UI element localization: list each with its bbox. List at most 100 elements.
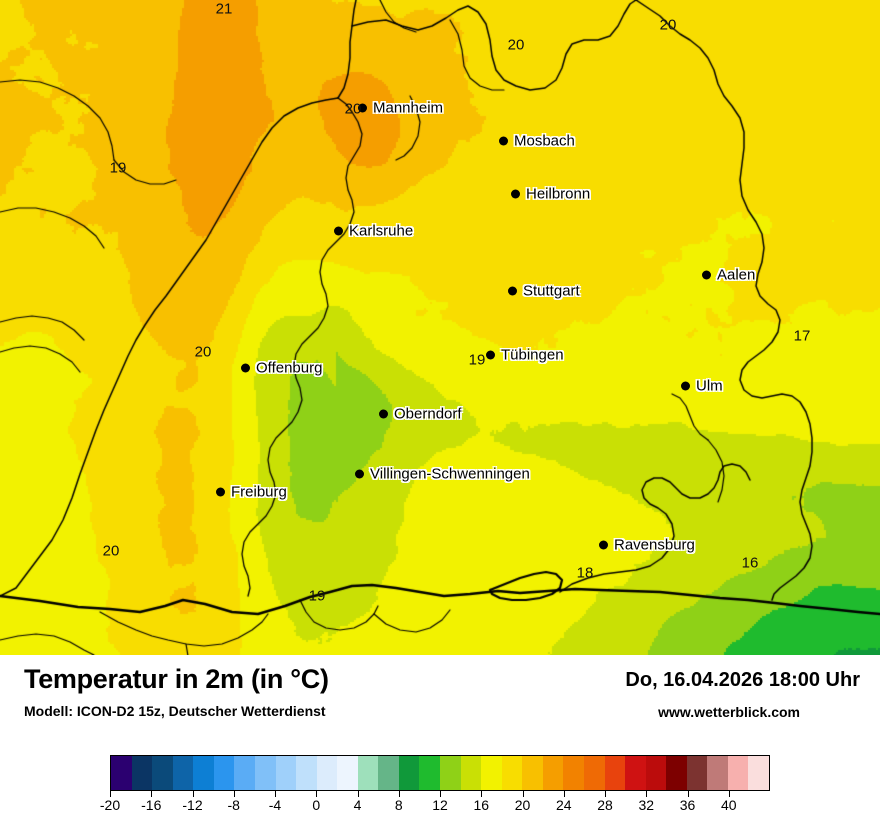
colorbar-tick bbox=[192, 791, 194, 797]
colorbar-tick bbox=[687, 791, 689, 797]
website-label: www.wetterblick.com bbox=[658, 704, 800, 720]
colorbar-tick bbox=[110, 791, 111, 797]
colorbar-swatch bbox=[686, 756, 708, 790]
colorbar-swatch bbox=[254, 756, 276, 790]
colorbar-tick-label: -4 bbox=[268, 797, 282, 813]
colorbar-swatch bbox=[748, 756, 769, 790]
city-marker: Aalen bbox=[702, 267, 755, 284]
city-marker: Mosbach bbox=[499, 133, 575, 150]
colorbar-swatch bbox=[604, 756, 626, 790]
colorbar-swatch bbox=[460, 756, 482, 790]
city-label: Mosbach bbox=[514, 132, 575, 150]
page-title: Temperatur in 2m (in °C) bbox=[24, 664, 329, 694]
city-label: Karlsruhe bbox=[349, 222, 414, 240]
colorbar-swatch bbox=[666, 756, 687, 790]
colorbar-tick-label: 4 bbox=[353, 797, 362, 813]
colorbar-tick bbox=[646, 791, 648, 797]
colorbar-tick-label: -20 bbox=[99, 797, 121, 813]
city-label: Ravensburg bbox=[614, 536, 695, 554]
isotherm-value-label: 21 bbox=[215, 0, 233, 18]
isotherm-value-label: 19 bbox=[468, 351, 486, 369]
colorbar-tick-label: 12 bbox=[432, 797, 448, 813]
city-label: Villingen-Schwenningen bbox=[370, 465, 530, 483]
map-label-overlay: Mannheim Mosbach Heilbronn Karlsruhe Aalen St… bbox=[102, 0, 811, 605]
colorbar-swatch bbox=[357, 756, 379, 790]
colorbar-swatch bbox=[213, 756, 235, 790]
colorbar-tick bbox=[481, 791, 483, 797]
city-label: Aalen bbox=[717, 266, 756, 284]
colorbar-tick bbox=[316, 791, 318, 797]
colorbar-tick bbox=[728, 791, 730, 797]
city-label: Freiburg bbox=[231, 483, 287, 501]
city-marker: Tübingen bbox=[486, 347, 564, 364]
colorbar-swatch bbox=[501, 756, 523, 790]
city-marker: Villingen-Schwenningen bbox=[355, 466, 530, 483]
city-label: Oberndorf bbox=[394, 405, 462, 423]
colorbar-swatch bbox=[398, 756, 420, 790]
colorbar-swatch bbox=[152, 756, 173, 790]
isotherm-value-label: 17 bbox=[793, 327, 811, 345]
colorbar-swatch bbox=[378, 756, 399, 790]
temperature-field-canvas bbox=[0, 0, 880, 655]
colorbar-swatch bbox=[481, 756, 502, 790]
city-dot-icon bbox=[702, 270, 711, 280]
colorbar-tick bbox=[563, 791, 565, 797]
colorbar-swatch bbox=[419, 756, 440, 790]
colorbar-swatches bbox=[110, 755, 770, 791]
colorbar-tick-label: 40 bbox=[720, 797, 737, 813]
colorbar-swatch bbox=[563, 756, 584, 790]
colorbar-tick bbox=[522, 791, 524, 797]
isotherm-value-label: 19 bbox=[308, 587, 326, 605]
city-marker: Stuttgart bbox=[508, 283, 580, 300]
city-label: Ulm bbox=[696, 377, 723, 395]
city-marker: Oberndorf bbox=[379, 406, 462, 423]
isotherm-value-label: 20 bbox=[194, 343, 212, 361]
temperature-colorbar: -20 -16 -12 -8 -4 0 4 8 12 16 20 24 28 32 36 40 bbox=[100, 755, 770, 819]
city-label: Offenburg bbox=[256, 359, 323, 377]
colorbar-swatch bbox=[234, 756, 255, 790]
colorbar-swatch bbox=[193, 756, 214, 790]
weather-map[interactable]: Mannheim Mosbach Heilbronn Karlsruhe Aalen St… bbox=[0, 0, 880, 655]
colorbar-swatch bbox=[707, 756, 728, 790]
colorbar-tick-label: 24 bbox=[555, 797, 572, 813]
city-marker: Freiburg bbox=[216, 484, 287, 501]
colorbar-tick-label: -8 bbox=[227, 797, 240, 813]
isotherm-value-label: 16 bbox=[741, 554, 759, 572]
model-subtitle: Modell: ICON-D2 15z, Deutscher Wetterdie… bbox=[24, 702, 326, 719]
city-marker: Heilbronn bbox=[511, 186, 590, 203]
city-dot-icon bbox=[499, 136, 508, 146]
city-dot-icon bbox=[355, 469, 364, 479]
colorbar-swatch bbox=[583, 756, 605, 790]
city-label: Heilbronn bbox=[526, 185, 591, 203]
colorbar-tick bbox=[233, 791, 235, 797]
city-dot-icon bbox=[486, 350, 495, 360]
isotherm-value-label: 20 bbox=[102, 542, 120, 560]
city-dot-icon bbox=[216, 487, 225, 497]
colorbar-tick-label: 28 bbox=[597, 797, 613, 813]
colorbar-tick bbox=[357, 791, 359, 797]
city-dot-icon bbox=[599, 540, 608, 550]
colorbar-swatch bbox=[296, 756, 317, 790]
colorbar-swatch bbox=[172, 756, 194, 790]
colorbar-tick-label: -16 bbox=[141, 797, 162, 813]
colorbar-tick-label: 20 bbox=[514, 797, 531, 813]
colorbar-tick-label: 8 bbox=[394, 797, 403, 813]
city-marker: Ulm bbox=[681, 378, 723, 395]
colorbar-swatch bbox=[645, 756, 667, 790]
colorbar-swatch bbox=[727, 756, 749, 790]
isotherm-value-label: 20 bbox=[344, 100, 362, 118]
city-marker: Karlsruhe bbox=[334, 223, 413, 240]
isotherm-value-label: 19 bbox=[109, 159, 127, 177]
city-dot-icon bbox=[511, 189, 520, 199]
colorbar-tick-label: 16 bbox=[473, 797, 490, 813]
colorbar-tick bbox=[398, 791, 400, 797]
colorbar-swatch bbox=[316, 756, 338, 790]
colorbar-tick-label: 0 bbox=[312, 797, 321, 813]
valid-time-label: Do, 16.04.2026 18:00 Uhr bbox=[625, 669, 860, 691]
colorbar-tick bbox=[151, 791, 153, 797]
isotherm-value-label: 20 bbox=[507, 36, 525, 54]
colorbar-swatch bbox=[522, 756, 543, 790]
colorbar-tick-label: 36 bbox=[679, 797, 696, 813]
city-label: Tübingen bbox=[501, 346, 564, 364]
isotherm-value-label: 20 bbox=[659, 16, 677, 34]
